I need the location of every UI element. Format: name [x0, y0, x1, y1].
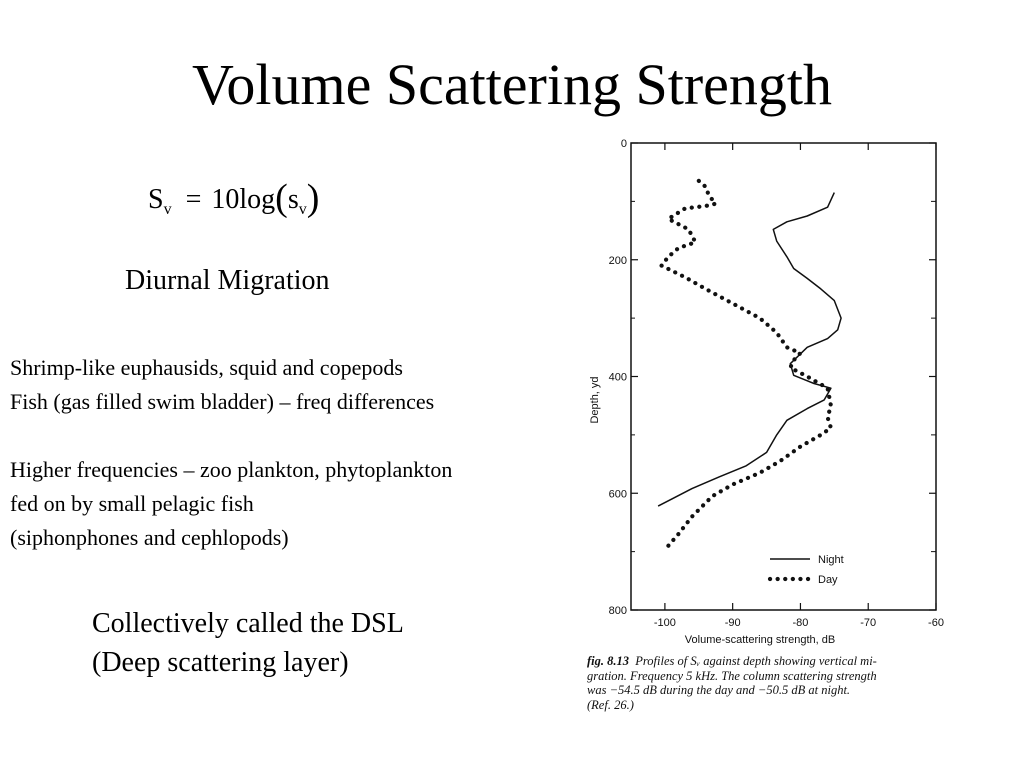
y-tick-label: 800	[609, 605, 627, 617]
caption-figure-label: fig. 8.13	[587, 654, 630, 668]
y-tick-label: 200	[609, 255, 627, 267]
text-line: Collectively called the DSL	[92, 608, 404, 639]
x-tick-label: -70	[860, 617, 876, 629]
caption-line: was −54.5 dB during the day and −50.5 dB…	[587, 683, 851, 697]
organisms-paragraph: Shrimp-like euphausids, squid and copepo…	[10, 351, 434, 419]
y-axis-label: Depth, yd	[589, 376, 601, 423]
caption-line: gration. Frequency 5 kHz. The column sca…	[587, 668, 877, 683]
dsl-note: Collectively called the DSL (Deep scatte…	[92, 604, 404, 682]
y-tick-label: 600	[609, 488, 627, 500]
x-tick-label: -90	[725, 617, 741, 629]
sv-formula: Sv = 10log(sv)	[148, 176, 319, 224]
formula-lhs: S	[148, 184, 164, 215]
y-tick-label: 0	[621, 138, 627, 150]
x-tick-label: -100	[654, 617, 676, 629]
x-axis: -100 -90 -80 -70 -60	[654, 143, 944, 629]
text-line: (siphonphones and cephlopods)	[10, 525, 289, 550]
formula-equals: =	[185, 184, 202, 215]
text-line: (Deep scattering layer)	[92, 647, 349, 678]
formula-coefficient: 10	[211, 184, 240, 215]
series-day-line	[658, 178, 834, 548]
y-tick-label: 400	[609, 372, 627, 384]
x-tick-label: -60	[928, 617, 944, 629]
legend-day-label: Day	[818, 574, 838, 586]
x-axis-label: Volume-scattering strength, dB	[685, 634, 835, 646]
legend-night-label: Night	[818, 554, 844, 566]
formula-lhs-subscript: v	[163, 201, 172, 218]
chart-legend: Night Day	[767, 554, 844, 586]
series-night-line	[657, 192, 842, 507]
slide-title: Volume Scattering Strength	[191, 52, 833, 117]
text-line: Fish (gas filled swim bladder) – freq di…	[10, 389, 435, 414]
formula-argument: s	[287, 184, 299, 215]
series-group	[657, 178, 842, 548]
text-line: Shrimp-like euphausids, squid and copepo…	[10, 355, 403, 380]
diurnal-migration-heading: Diurnal Migration	[125, 265, 330, 296]
text-line: fed on by small pelagic fish	[10, 491, 254, 516]
caption-line: (Ref. 26.)	[587, 697, 634, 712]
text-line: Higher frequencies – zoo plankton, phyto…	[10, 457, 453, 482]
formula-open-paren: (	[275, 177, 288, 219]
formula-log: log	[239, 184, 276, 215]
figure-caption: fig. 8.13 Profiles of Sᵥ against depth s…	[587, 654, 957, 712]
frequencies-paragraph: Higher frequencies – zoo plankton, phyto…	[10, 453, 452, 555]
formula-close-paren: )	[306, 177, 320, 219]
y-axis: 0 200 400 600 800	[609, 138, 936, 617]
formula-argument-subscript: v	[298, 201, 307, 218]
caption-line: fig. 8.13 Profiles of Sᵥ against depth s…	[587, 654, 957, 669]
caption-text: Profiles of Sᵥ against depth showing ver…	[635, 654, 877, 668]
x-tick-label: -80	[792, 617, 808, 629]
